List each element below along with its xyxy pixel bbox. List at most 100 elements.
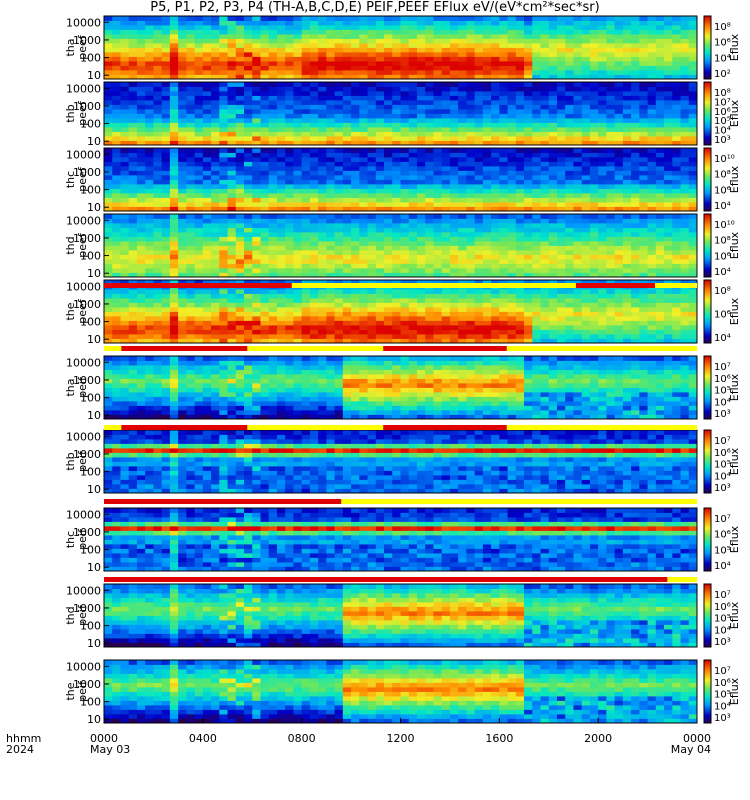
spectrogram-cell [540, 136, 550, 141]
spectrogram-cell [285, 293, 294, 299]
spectrogram-cell [458, 175, 467, 180]
spectrogram-cell [285, 218, 294, 224]
spectrogram-cell [235, 100, 245, 105]
spectrogram-cell [449, 316, 459, 321]
spectrogram-cell [680, 223, 690, 228]
spectrogram-cell [622, 70, 632, 75]
spectrogram-cell [639, 29, 648, 35]
spectrogram-cell [186, 184, 195, 189]
spectrogram-cell [606, 311, 616, 317]
spectrogram-cell [211, 86, 220, 92]
spectrogram-cell [104, 152, 113, 158]
spectrogram-cell [211, 100, 220, 105]
spectrogram-cell [219, 263, 228, 269]
spectrogram-cell [458, 197, 467, 203]
spectrogram-cell [449, 268, 459, 273]
spectrogram-cell [202, 188, 212, 194]
spectrogram-cell [128, 25, 138, 30]
spectrogram-cell [639, 82, 648, 87]
spectrogram-cell [507, 170, 517, 176]
spectrogram-cell [326, 175, 336, 180]
spectrogram-cell [227, 86, 237, 92]
spectrogram-cell [466, 338, 476, 344]
spectrogram-cell [589, 43, 599, 48]
spectrogram-cell [392, 175, 401, 180]
spectrogram-cell [688, 157, 698, 162]
spectrogram-cell [392, 280, 401, 285]
spectrogram-cell [161, 334, 171, 339]
spectrogram-cell [408, 316, 418, 321]
spectrogram-cell [244, 43, 253, 48]
spectrogram-cell [145, 302, 154, 308]
spectrogram-cell [647, 56, 657, 62]
spectrogram-cell [532, 127, 541, 132]
spectrogram-cell [293, 175, 303, 180]
spectrogram-cell [614, 148, 624, 153]
spectrogram-cell [458, 293, 467, 299]
spectrogram-cell [318, 91, 327, 96]
spectrogram-cell [672, 52, 681, 57]
spectrogram-cell [474, 131, 484, 137]
spectrogram-cell [112, 61, 121, 66]
spectrogram-cell [491, 161, 500, 167]
spectrogram-cell [293, 280, 303, 285]
spectrogram-cell [515, 65, 525, 71]
spectrogram-cell [540, 20, 550, 26]
spectrogram-cell [507, 34, 517, 39]
spectrogram-cell [532, 263, 541, 269]
spectrogram-cell [589, 263, 599, 269]
spectrogram-cell [285, 47, 294, 53]
spectrogram-cell [194, 86, 204, 92]
spectrogram-cell [128, 47, 138, 53]
spectrogram-cell [178, 320, 187, 326]
spectrogram-cell [285, 157, 294, 162]
spectrogram-cell [606, 188, 616, 194]
spectrogram-cell [211, 325, 220, 330]
spectrogram-cell [507, 86, 517, 92]
spectrogram-cell [359, 245, 368, 251]
spectrogram-cell [244, 38, 253, 44]
spectrogram-cell [491, 166, 500, 171]
spectrogram-cell [433, 122, 443, 128]
spectrogram-cell [260, 148, 270, 153]
spectrogram-cell [548, 118, 558, 123]
spectrogram-cell [112, 20, 121, 26]
spectrogram-cell [507, 316, 517, 321]
spectrogram-cell [145, 184, 154, 189]
spectrogram-cell [507, 152, 517, 158]
spectrogram-cell [359, 307, 368, 312]
spectrogram-cell [351, 52, 360, 57]
spectrogram-cell [441, 280, 451, 285]
spectrogram-cell [565, 197, 574, 203]
spectrogram-cell [408, 136, 418, 141]
spectrogram-cell [260, 254, 270, 260]
spectrogram-cell [334, 334, 344, 339]
spectrogram-cell [260, 113, 270, 119]
spectrogram-cell [664, 268, 673, 273]
spectrogram-cell [482, 289, 492, 294]
spectrogram-cell [680, 127, 690, 132]
spectrogram-cell [606, 214, 616, 219]
spectrogram-cell [581, 325, 591, 330]
spectrogram-cell [145, 131, 154, 137]
spectrogram-cell [433, 302, 443, 308]
spectrogram-cell [342, 197, 352, 203]
spectrogram-cell [639, 241, 648, 246]
spectrogram-cell [384, 268, 393, 273]
spectrogram-cell [606, 289, 616, 294]
spectrogram-cell [556, 263, 566, 269]
spectrogram-cell [474, 100, 484, 105]
spectrogram-cell [565, 127, 574, 132]
spectrogram-cell [301, 241, 311, 246]
spectrogram-cell [178, 20, 187, 26]
spectrogram-cell [227, 232, 237, 237]
spectrogram-cell [433, 263, 443, 269]
spectrogram-cell [425, 82, 434, 87]
spectrogram-cell [598, 236, 607, 242]
spectrogram-cell [128, 100, 138, 105]
spectrogram-cell [227, 61, 237, 66]
spectrogram-cell [532, 184, 541, 189]
spectrogram-cell [202, 223, 212, 228]
spectrogram-cell [507, 236, 517, 242]
spectrogram-cell [507, 197, 517, 203]
